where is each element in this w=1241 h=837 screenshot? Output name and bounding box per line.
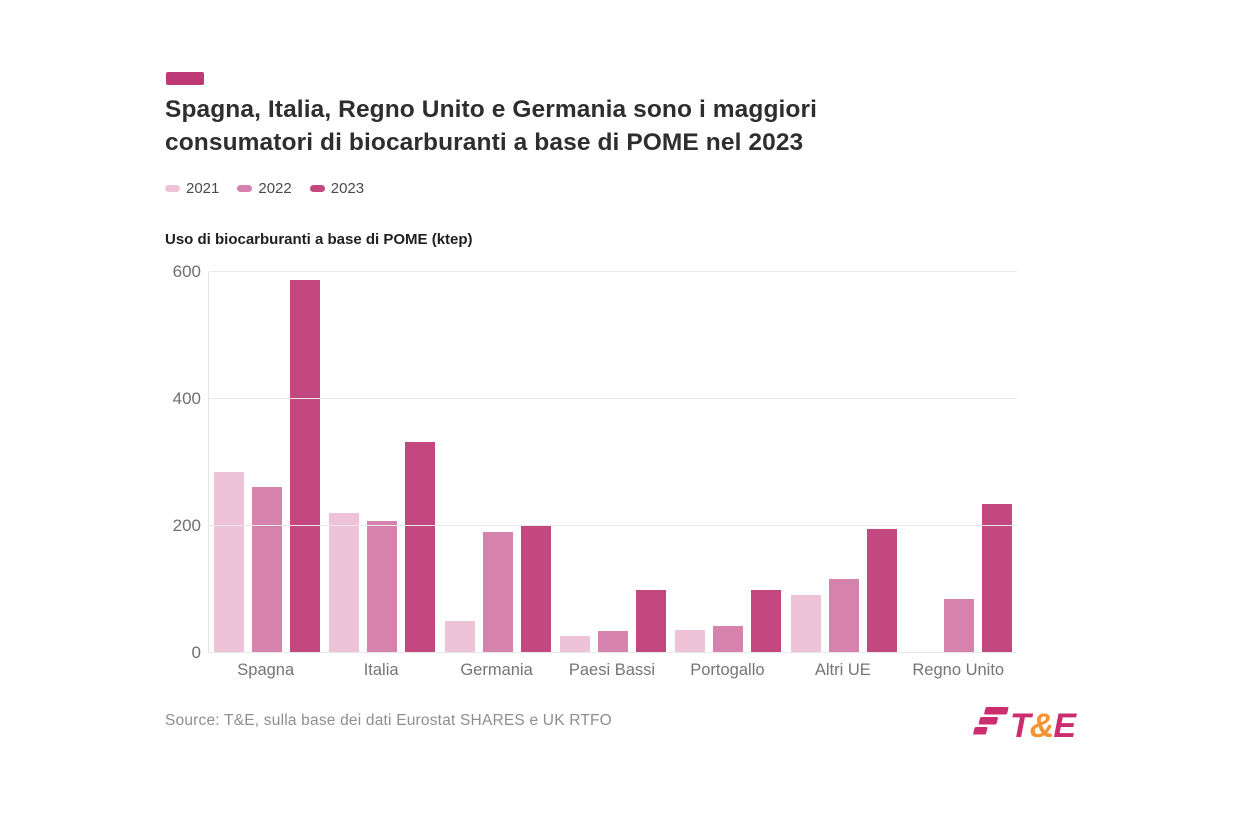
bar-Germania-2023 <box>520 524 551 653</box>
y-tick-label-600: 600 <box>172 262 201 281</box>
bar-Spagna-2022 <box>251 486 282 653</box>
bar-Altri UE-2023 <box>866 529 897 653</box>
bar-Altri UE-2022 <box>828 578 859 653</box>
bar-Italia-2021 <box>329 513 360 653</box>
legend-swatch-2022 <box>237 185 253 192</box>
legend-label: 2021 <box>186 180 220 197</box>
page-title: Spagna, Italia, Regno Unito e Germania s… <box>165 93 945 159</box>
chart-legend: 2021 2022 2023 <box>165 180 364 197</box>
gridline-400 <box>209 398 1017 399</box>
x-axis-label-Paesi Bassi: Paesi Bassi <box>568 661 656 679</box>
bar-Portogallo-2023 <box>751 589 782 653</box>
chart-axis-title: Uso di biocarburanti a base di POME (kte… <box>165 231 473 248</box>
gridline-0 <box>209 652 1017 653</box>
legend-label: 2023 <box>330 180 365 197</box>
bar-Altri UE-2021 <box>790 594 821 653</box>
bars-row <box>209 272 1017 653</box>
bar-group-Portogallo <box>671 272 786 653</box>
y-tick-label-0: 0 <box>191 643 201 662</box>
plot-area: 0 200 400 600 <box>173 262 1017 662</box>
y-tick-label-200: 200 <box>172 516 201 535</box>
x-axis-label-Germania: Germania <box>460 661 533 679</box>
bar-Italia-2022 <box>367 520 398 653</box>
bar-Germania-2022 <box>482 532 513 653</box>
bar-group-Germania <box>440 272 555 653</box>
bar-group-Altri UE <box>786 272 901 653</box>
bar-group-Paesi Bassi <box>555 272 670 653</box>
bar-Portogallo-2021 <box>675 629 706 653</box>
x-axis-label-Italia: Italia <box>363 661 399 679</box>
legend-swatch-2021 <box>165 185 180 192</box>
source-text: Source: T&E, sulla base dei dati Eurosta… <box>165 712 612 729</box>
x-axis-label-Portogallo: Portogallo <box>690 661 765 679</box>
bar-Portogallo-2022 <box>713 625 744 653</box>
title-accent-bar <box>166 72 204 85</box>
x-axis-label-Altri UE: Altri UE <box>814 661 871 679</box>
page-title-line2: consumatori di biocarburanti a base di P… <box>165 129 804 156</box>
bar-group-Spagna <box>209 272 324 653</box>
bar-group-Regno Unito <box>902 272 1017 653</box>
legend-item-2021: 2021 <box>165 180 219 197</box>
y-tick-label-400: 400 <box>172 389 201 408</box>
bar-Regno Unito-2022 <box>944 599 975 653</box>
legend-label: 2022 <box>258 180 292 197</box>
bar-Paesi Bassi-2021 <box>559 635 590 653</box>
te-logo: T&E <box>973 707 1078 745</box>
gridline-200 <box>209 525 1017 526</box>
page-title-line1: Spagna, Italia, Regno Unito e Germania s… <box>165 96 818 123</box>
x-axis-label-Spagna: Spagna <box>237 661 295 679</box>
te-logo-text: T&E <box>1010 707 1077 745</box>
bar-Paesi Bassi-2022 <box>597 630 628 653</box>
x-axis-label-Regno Unito: Regno Unito <box>912 661 1005 679</box>
legend-item-2023: 2023 <box>309 180 365 197</box>
te-logo-flag-icon <box>973 707 1009 735</box>
legend-item-2022: 2022 <box>237 180 292 197</box>
bar-Germania-2021 <box>444 621 475 653</box>
x-axis-labels: Spagna Italia Germania Paesi Bassi Portogall… <box>208 661 1016 680</box>
bar-Regno Unito-2023 <box>982 503 1013 653</box>
bar-Italia-2023 <box>405 442 436 653</box>
gridline-600 <box>209 271 1017 272</box>
bar-group-Italia <box>324 272 439 653</box>
legend-swatch-2023 <box>309 185 325 192</box>
bar-Paesi Bassi-2023 <box>635 589 666 653</box>
bar-Spagna-2021 <box>213 472 244 653</box>
bar-Spagna-2023 <box>289 279 320 653</box>
